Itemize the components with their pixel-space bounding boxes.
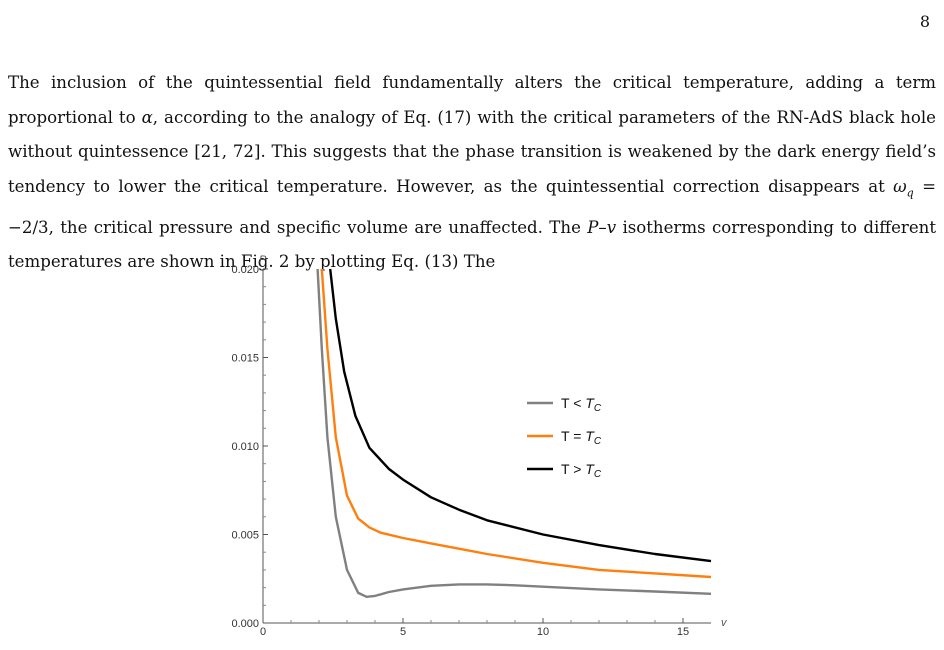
pv-symbol: P–v	[587, 217, 617, 237]
text-segment-2: , according to the analogy of Eq. (17) w…	[8, 107, 936, 196]
series-line-3	[329, 268, 712, 563]
series-line-2	[320, 268, 712, 579]
legend-label-1: T < TC	[561, 395, 602, 414]
x-tick-label: 5	[400, 626, 406, 638]
series-group	[316, 268, 712, 598]
y-tick-label: 0.020	[231, 264, 259, 276]
legend-label-3: T > TC	[561, 461, 602, 480]
legend-label-2: T = TC	[561, 428, 602, 447]
x-tick-label: 10	[537, 626, 549, 638]
body-paragraph: The inclusion of the quintessential fiel…	[8, 66, 936, 280]
axes: 0 5 10 15 0.000 0.005 0.010 0.015 0.020 v P	[231, 254, 728, 638]
y-tick-label: 0.010	[231, 441, 259, 453]
alpha-symbol: α	[141, 107, 153, 127]
omega-subscript: q	[906, 186, 914, 200]
y-tick-label: 0.005	[231, 530, 259, 542]
x-axis-label: v	[721, 617, 728, 629]
text-segment-4: isotherms corresponding to different tem…	[8, 217, 936, 272]
x-tick-label: 0	[260, 626, 266, 638]
legend: T < TC T = TC T > TC	[527, 395, 602, 480]
y-axis-label: P	[259, 254, 267, 266]
pv-isotherm-chart: 0 5 10 15 0.000 0.005 0.010 0.015 0.020 v P T < TC…	[231, 254, 728, 638]
page-number: 8	[919, 12, 930, 31]
x-tick-label: 15	[677, 626, 689, 638]
text-segment-1: The inclusion of the quintessential fiel…	[8, 73, 936, 127]
text-segment-3: = −2/3, the critical pressure and specif…	[8, 176, 936, 237]
y-tick-label: 0.000	[231, 618, 259, 630]
y-tick-label: 0.015	[231, 353, 259, 365]
omega-symbol: ω	[893, 176, 907, 196]
series-line-1	[316, 268, 712, 598]
